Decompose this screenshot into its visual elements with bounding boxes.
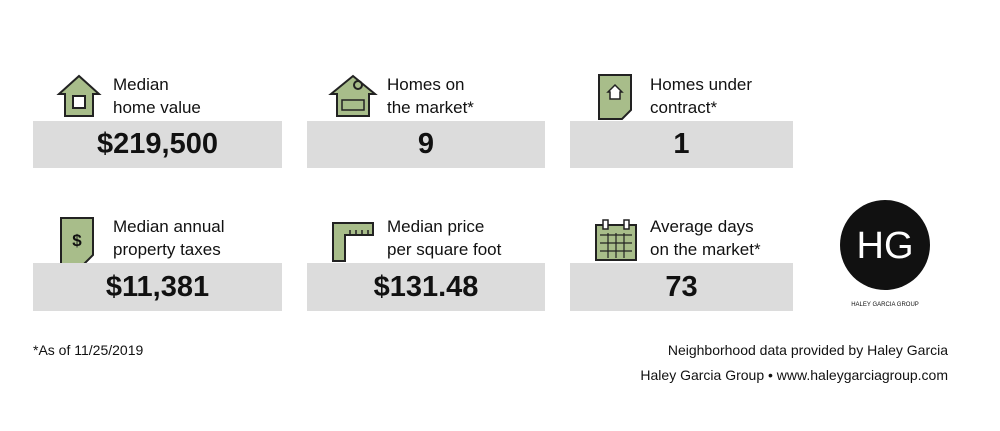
logo-name: HALEY GARCIA GROUP — [851, 302, 919, 308]
svg-text:$: $ — [72, 231, 82, 250]
stat-label: Median home value — [113, 73, 201, 119]
ruler-icon — [332, 222, 374, 262]
stat-value: $219,500 — [33, 121, 282, 168]
label-line: property taxes — [113, 240, 221, 259]
stat-value: 9 — [307, 121, 545, 168]
sale-icon — [328, 74, 378, 117]
label-line: Median — [113, 75, 169, 94]
stat-value: 1 — [570, 121, 793, 168]
logo-initials: HG — [857, 225, 914, 267]
footnote: *As of 11/25/2019 — [33, 342, 144, 358]
house-icon — [56, 74, 102, 117]
label-line: contract* — [650, 98, 718, 117]
stat-value: $131.48 — [307, 263, 545, 311]
tax-icon: $ — [60, 217, 94, 265]
label-line: Median annual — [113, 217, 225, 236]
stat-label: Median annual property taxes — [113, 215, 225, 261]
calendar-icon — [595, 219, 637, 261]
label-line: Homes on — [387, 75, 465, 94]
credit: Neighborhood data provided by Haley Garc… — [667, 342, 948, 358]
stat-label: Homes on the market* — [387, 73, 474, 119]
label-line: home value — [113, 98, 201, 117]
label-line: Median price — [387, 217, 485, 236]
logo: HG HALEY GARCIA GROUP — [840, 200, 930, 308]
stat-label: Average days on the market* — [650, 215, 761, 261]
label-line: the market* — [387, 98, 474, 117]
stat-label: Homes under contract* — [650, 73, 752, 119]
stat-value: 73 — [570, 263, 793, 311]
label-line: per square foot — [387, 240, 502, 259]
contract-icon — [598, 74, 632, 120]
credit: Haley Garcia Group • www.haleygarciagrou… — [640, 367, 948, 383]
label-line: on the market* — [650, 240, 761, 259]
label-line: Average days — [650, 217, 754, 236]
label-line: Homes under — [650, 75, 753, 94]
stat-value: $11,381 — [33, 263, 282, 311]
stat-label: Median price per square foot — [387, 215, 501, 261]
